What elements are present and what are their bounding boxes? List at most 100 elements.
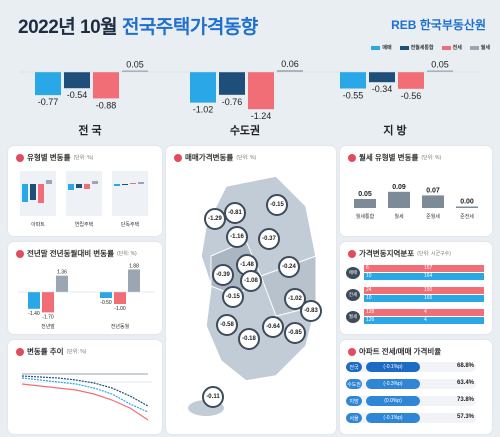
ratio-row: 지방 (0.0%p) 73.8% bbox=[346, 396, 476, 406]
type-group-house bbox=[112, 171, 148, 216]
type-change-chart: 아파트 연립주택 단독주택 bbox=[20, 171, 148, 228]
map-pin-14: -0.58 bbox=[216, 314, 238, 336]
map-pin-15: -0.18 bbox=[238, 328, 260, 350]
page-title: 2022년 10월 전국주택가격동향 bbox=[18, 17, 258, 38]
bar bbox=[35, 72, 61, 96]
bar bbox=[56, 275, 68, 292]
data-label: -1.00 bbox=[114, 306, 126, 312]
wolse-type-panel: 월세 유형별 변동률 (단위: %) 0.05 월세통합 0.09 월세 0.07 준월세 0… bbox=[340, 146, 492, 236]
dot-icon bbox=[174, 153, 182, 162]
data-label: -1.40 bbox=[28, 311, 40, 317]
panel-title: 변동률 추이 (단위: %) bbox=[16, 346, 86, 357]
bar bbox=[114, 292, 126, 304]
dist-bar: 24 150 bbox=[364, 287, 484, 294]
bar bbox=[369, 72, 395, 83]
dot-icon bbox=[348, 347, 356, 356]
panel-title: 월세 유형별 변동률 (단위: %) bbox=[348, 152, 441, 163]
map-pin-2: -1.29 bbox=[204, 208, 226, 230]
panel-title: 매매가격변동률 (단위: %) bbox=[174, 152, 256, 163]
dot-icon bbox=[16, 347, 24, 356]
data-label: 1.88 bbox=[129, 263, 139, 269]
trend-chart bbox=[20, 373, 152, 421]
dist-bar: 10 165 bbox=[364, 295, 484, 302]
wolse-type-chart: 0.05 월세통합 0.09 월세 0.07 준월세 0.00 준전세 bbox=[354, 184, 478, 220]
bar bbox=[248, 72, 274, 110]
bar bbox=[93, 72, 119, 99]
bar bbox=[456, 206, 478, 208]
ratio-row: 수도권 (-0.3%p) 63.4% bbox=[346, 379, 476, 389]
trend-line-integrated bbox=[21, 375, 149, 407]
data-label: -0.56 bbox=[401, 91, 422, 101]
bar bbox=[354, 199, 376, 208]
dist-bar: 126 4 bbox=[364, 317, 484, 324]
bar bbox=[398, 72, 424, 89]
bar bbox=[219, 72, 245, 95]
top-legend: 매매 전월세통합 전세 월세 bbox=[371, 44, 490, 51]
yoy-panel: 전년말 전년동월대비 변동률 (단위: %) -1.40 -1.70 1.36 전년말 -… bbox=[8, 242, 162, 334]
map-pin-7: -1.08 bbox=[240, 270, 262, 292]
bar bbox=[128, 269, 140, 292]
legend-item: 전월세통합 bbox=[399, 44, 434, 51]
ratio-row: 전국 (-0.1%p) 68.8% bbox=[346, 362, 476, 372]
map-pin-11: -0.83 bbox=[300, 300, 322, 322]
bar bbox=[277, 70, 303, 72]
bar bbox=[64, 72, 90, 89]
bar bbox=[340, 72, 366, 89]
category-label: 월세통합 bbox=[356, 213, 375, 220]
dot-icon bbox=[16, 153, 24, 162]
regional-bar-chart: -0.77 -0.54 -0.88 0.05 전 국 -1.02 -0.76 -1.24 0.0… bbox=[20, 59, 480, 137]
panel-title: 유형별 변동률 (단위: %) bbox=[16, 152, 93, 163]
distribution-row: 전세 24 150 10 165 bbox=[346, 286, 486, 304]
map-pin-12: -0.64 bbox=[262, 316, 284, 338]
data-label: -0.77 bbox=[38, 97, 59, 107]
data-label: 0.05 bbox=[358, 191, 372, 198]
bar bbox=[42, 292, 54, 313]
bar bbox=[388, 191, 410, 208]
data-label: -1.70 bbox=[42, 314, 54, 320]
dot-icon bbox=[348, 153, 356, 162]
map-pin-0: -0.15 bbox=[266, 194, 288, 216]
reb-logo: REB 한국부동산원 bbox=[391, 18, 486, 32]
dot-icon bbox=[16, 249, 24, 258]
type-label: 연립주택 bbox=[75, 221, 94, 228]
distribution-panel: 가격변동지역분포 (단위: 시군구수) 매매 6 157 10 164 전세 24 150 10 1… bbox=[340, 242, 492, 334]
map-pin-10: -0.15 bbox=[222, 286, 244, 308]
panel-title: 전년말 전년동월대비 변동률 (단위: %) bbox=[16, 248, 137, 259]
data-label: -1.02 bbox=[193, 105, 214, 115]
category-label: 지 방 bbox=[383, 123, 406, 137]
type-change-panel: 유형별 변동률 (단위: %) 아파트 연립주택 단독주택 bbox=[8, 146, 162, 236]
category-label: 전 국 bbox=[78, 123, 101, 137]
data-label: -0.55 bbox=[343, 91, 364, 101]
map-pin-8: -0.24 bbox=[278, 256, 300, 278]
dist-bar: 6 157 bbox=[364, 265, 484, 272]
distribution-row: 매매 6 157 10 164 bbox=[346, 264, 486, 282]
category-label: 전년동월 bbox=[111, 323, 130, 330]
legend-item: 매매 bbox=[371, 44, 392, 51]
trend-line-sale bbox=[21, 377, 149, 413]
distribution-row: 월세 128 4 126 4 bbox=[346, 308, 486, 326]
map-pin-4: -0.37 bbox=[258, 228, 280, 250]
bar bbox=[422, 195, 444, 208]
bar bbox=[122, 70, 148, 72]
data-label: -0.50 bbox=[100, 300, 112, 306]
category-label: 준월세 bbox=[426, 213, 440, 220]
map-pin-13: -0.85 bbox=[284, 322, 306, 344]
category-label: 월세 bbox=[394, 213, 404, 220]
map-pin-16: -0.11 bbox=[202, 386, 224, 408]
data-label: 1.36 bbox=[57, 270, 67, 276]
map-panel: 매매가격변동률 (단위: %) -0.15 -0.81 -1.29 -1.16 -0.37… bbox=[166, 146, 336, 434]
data-label: 0.07 bbox=[426, 187, 440, 194]
category-label: 수도권 bbox=[230, 124, 260, 137]
data-label: -0.76 bbox=[222, 97, 243, 107]
row-label: 월세 bbox=[346, 311, 360, 323]
bar bbox=[100, 292, 112, 298]
map-pin-3: -1.16 bbox=[226, 226, 248, 248]
data-label: 0.06 bbox=[281, 59, 299, 69]
type-label: 아파트 bbox=[31, 221, 45, 228]
data-label: -0.34 bbox=[372, 84, 393, 94]
data-label: 0.05 bbox=[126, 60, 144, 70]
map-pin-6: -0.39 bbox=[212, 264, 234, 286]
bar bbox=[190, 72, 216, 103]
category-label: 준전세 bbox=[460, 213, 474, 220]
row-label: 매매 bbox=[346, 267, 360, 279]
